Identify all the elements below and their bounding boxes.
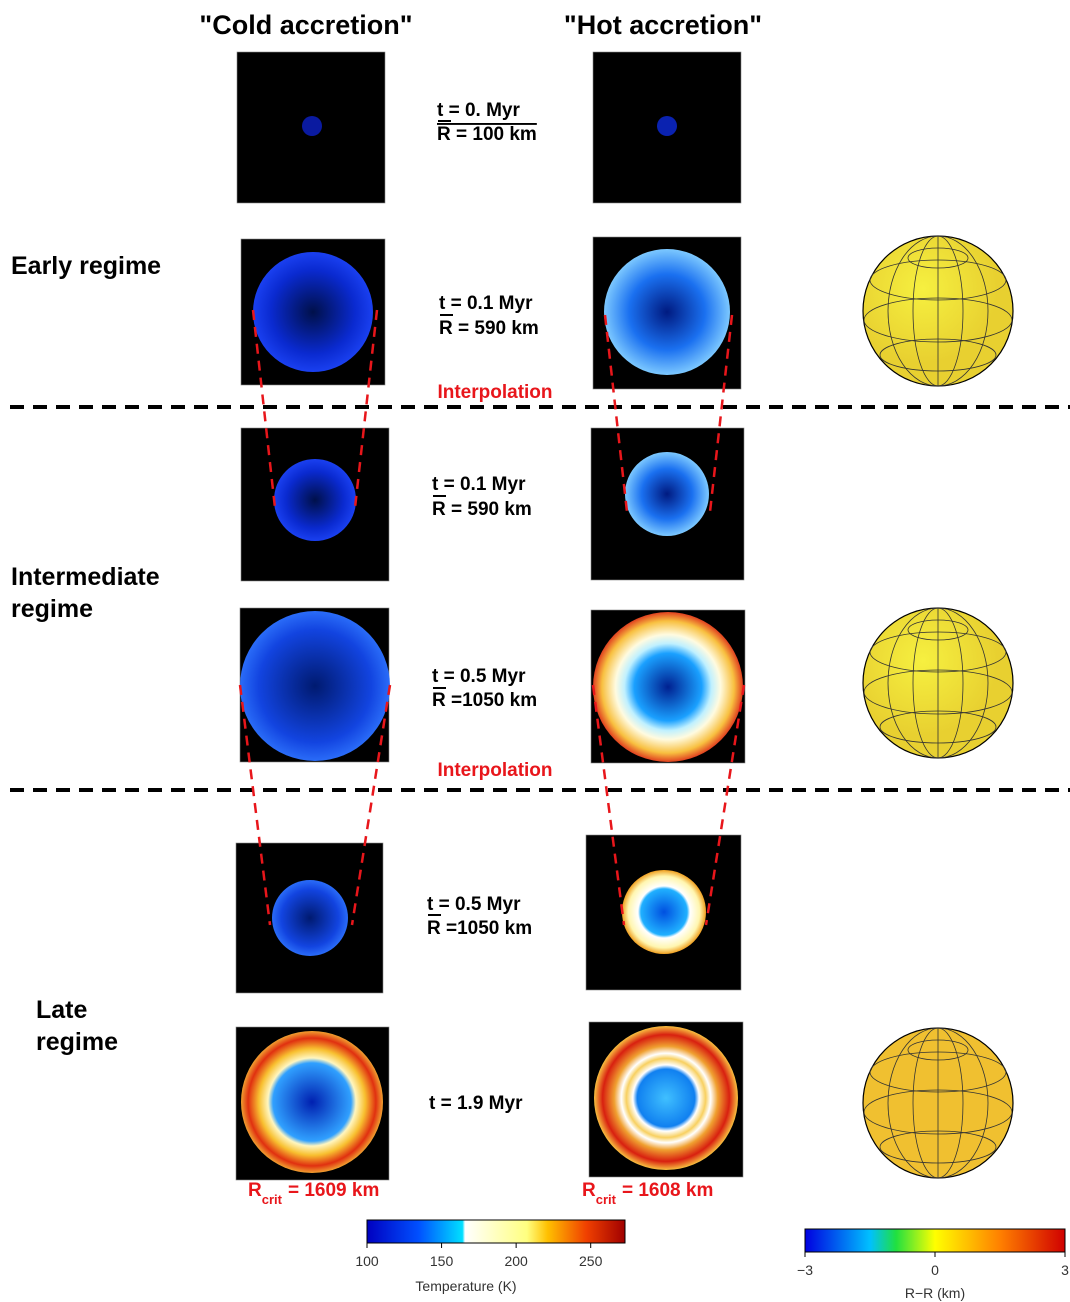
time-label: t = 0.1 Myr xyxy=(432,474,526,495)
planet xyxy=(622,870,706,954)
globe xyxy=(862,235,1014,1179)
colorbar-tick-label: 100 xyxy=(355,1253,379,1269)
colorbar-tick-label: 3 xyxy=(1061,1262,1069,1278)
colorbar-tick-label: −3 xyxy=(797,1262,813,1278)
radius-label: R = 100 km xyxy=(437,124,537,145)
planet xyxy=(302,116,322,136)
colorbar-ticks: 100 150 200 250 −3 0 3 xyxy=(355,1243,1069,1278)
colorbar-label: Temperature (K) xyxy=(415,1278,516,1294)
overline-marks xyxy=(428,120,453,916)
regime-label: Early regime xyxy=(11,252,161,280)
time-label: t = 0.1 Myr xyxy=(439,293,533,314)
planet xyxy=(240,611,390,761)
column-title: "Cold accretion" xyxy=(199,10,412,40)
time-label: t = 0. Myr xyxy=(437,100,520,121)
time-label: t = 1.9 Myr xyxy=(429,1093,523,1114)
rcrit-symbol: R xyxy=(582,1180,596,1201)
planet xyxy=(253,252,373,372)
rcrit-symbol: R xyxy=(248,1180,262,1201)
column-title: "Hot accretion" xyxy=(564,10,762,40)
planet xyxy=(272,880,348,956)
temperature-colorbar xyxy=(366,1219,626,1244)
radius-label: R =1050 km xyxy=(427,918,532,939)
regime-label: Intermediate xyxy=(11,563,160,591)
critical-radius: Rcrit = 1609 km xyxy=(248,1180,379,1207)
deviation-colorbar xyxy=(804,1228,1066,1253)
planet xyxy=(625,452,709,536)
rcrit-value: = 1608 km xyxy=(622,1180,713,1201)
planet xyxy=(594,1026,738,1170)
time-label: t = 0.5 Myr xyxy=(432,666,526,687)
rcrit-subscript: crit xyxy=(596,1192,617,1207)
regime-label: regime xyxy=(11,595,93,623)
time-label: t = 0.5 Myr xyxy=(427,894,521,915)
critical-radius: Rcrit = 1608 km xyxy=(582,1180,713,1207)
colorbar-tick-label: 200 xyxy=(504,1253,528,1269)
interpolation-label: Interpolation xyxy=(437,760,552,781)
rcrit-value: = 1609 km xyxy=(288,1180,379,1201)
planet xyxy=(274,459,356,541)
radius-label: R = 590 km xyxy=(439,318,539,339)
colorbar-label: R−R (km) xyxy=(905,1285,965,1301)
interpolation-guide xyxy=(238,309,746,926)
planet xyxy=(241,1031,383,1173)
colorbar-tick-label: 150 xyxy=(430,1253,454,1269)
colorbar-tick-label: 250 xyxy=(579,1253,603,1269)
regime-label: Late xyxy=(36,996,88,1024)
interpolation-label: Interpolation xyxy=(437,382,552,403)
rcrit-subscript: crit xyxy=(262,1192,283,1207)
planet xyxy=(604,249,730,375)
planet xyxy=(657,116,677,136)
radius-label: R = 590 km xyxy=(432,499,532,520)
radius-label: R =1050 km xyxy=(432,690,537,711)
planet xyxy=(593,612,743,762)
regime-label: regime xyxy=(36,1028,118,1056)
colorbar-tick-label: 0 xyxy=(931,1262,939,1278)
